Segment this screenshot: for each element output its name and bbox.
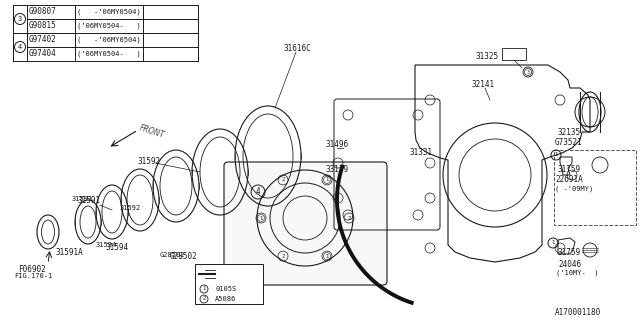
- Text: 31759: 31759: [557, 165, 580, 174]
- Text: 1: 1: [325, 177, 328, 182]
- Text: (   -’06MY0504): ( -’06MY0504): [77, 37, 141, 43]
- Text: G97404: G97404: [29, 50, 57, 59]
- Text: (’06MY0504-   ): (’06MY0504- ): [77, 51, 141, 57]
- Bar: [502, 48, 526, 60]
- Text: 31591: 31591: [72, 196, 93, 202]
- Text: FIG.170-1: FIG.170-1: [14, 273, 52, 279]
- Text: 31331: 31331: [410, 148, 433, 157]
- Text: F06902: F06902: [18, 265, 45, 274]
- Text: 2: 2: [282, 177, 285, 182]
- Text: ( -'09MY): ( -'09MY): [555, 185, 593, 191]
- Text: 31592: 31592: [138, 157, 161, 166]
- Text: 1: 1: [325, 254, 328, 259]
- Text: G28502: G28502: [170, 252, 198, 261]
- Text: (   -’06MY0504): ( -’06MY0504): [77, 9, 141, 15]
- Text: 2: 2: [348, 215, 351, 220]
- Text: 31592: 31592: [120, 205, 141, 211]
- Text: 31325: 31325: [475, 52, 498, 61]
- Text: ('10MY-  ): ('10MY- ): [556, 270, 598, 276]
- Text: 1: 1: [554, 153, 557, 157]
- Text: 3: 3: [527, 69, 529, 75]
- Text: FRONT: FRONT: [138, 123, 166, 140]
- Text: G73521: G73521: [555, 138, 583, 147]
- Text: 1: 1: [202, 286, 205, 292]
- Text: G90807: G90807: [29, 7, 57, 17]
- Text: 1: 1: [552, 241, 555, 245]
- Text: A170001180: A170001180: [555, 308, 601, 317]
- Text: 32135: 32135: [558, 128, 581, 137]
- Text: 4: 4: [18, 44, 22, 50]
- Text: 33139: 33139: [325, 165, 348, 174]
- Text: 31591A: 31591A: [55, 248, 83, 257]
- Text: G90815: G90815: [29, 21, 57, 30]
- Text: G97402: G97402: [29, 36, 57, 44]
- Text: 31594: 31594: [96, 242, 117, 248]
- Text: G28502: G28502: [160, 252, 186, 258]
- Text: 31591: 31591: [78, 196, 101, 205]
- Text: 4: 4: [256, 188, 260, 196]
- Text: 2: 2: [202, 297, 205, 301]
- Text: 2: 2: [282, 254, 285, 259]
- Text: 1: 1: [259, 215, 262, 220]
- Text: 32141: 32141: [472, 80, 495, 89]
- Text: 31759: 31759: [558, 248, 581, 257]
- Text: 31496: 31496: [326, 140, 349, 149]
- Text: 24046: 24046: [558, 260, 581, 269]
- Bar: [554, 150, 636, 225]
- Text: 3: 3: [18, 16, 22, 22]
- Text: 31616C: 31616C: [284, 44, 312, 53]
- Text: 31594: 31594: [105, 243, 128, 252]
- Bar: [195, 264, 263, 304]
- Text: A5086: A5086: [215, 296, 236, 302]
- FancyBboxPatch shape: [224, 162, 387, 285]
- Text: 22691A: 22691A: [555, 175, 583, 184]
- Text: 0105S: 0105S: [215, 286, 236, 292]
- Bar: [13, 46, 26, 47]
- Bar: [13, 19, 26, 20]
- Text: (’06MY0504-   ): (’06MY0504- ): [77, 23, 141, 29]
